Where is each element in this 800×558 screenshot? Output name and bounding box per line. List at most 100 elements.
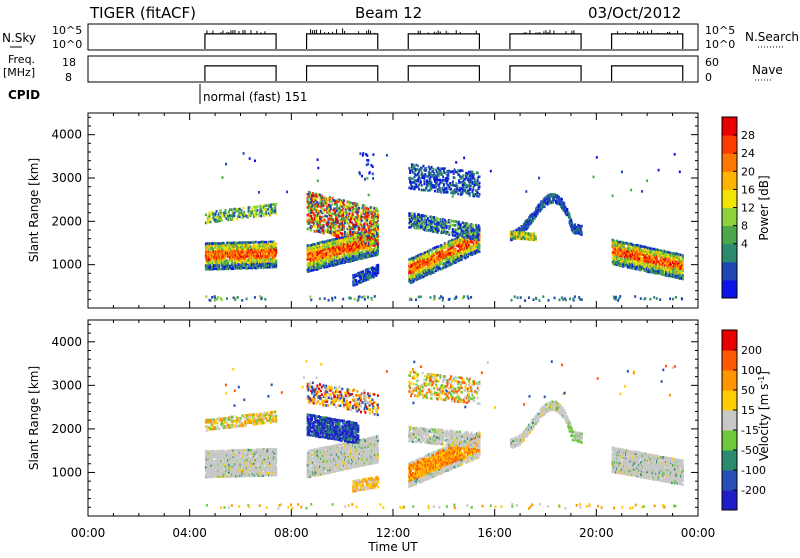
- echo-cell: [324, 297, 326, 300]
- echo-cell: [372, 173, 374, 176]
- echo-cell: [363, 216, 365, 219]
- echo-cell: [359, 173, 361, 176]
- echo-cell: [226, 297, 228, 300]
- echo-cell: [254, 296, 256, 299]
- echo-cell: [360, 277, 362, 280]
- echo-cell: [361, 228, 363, 231]
- echo-cell: [216, 298, 218, 301]
- nsky-strip: [88, 24, 698, 50]
- echo-cell: [275, 203, 277, 206]
- echo-cell: [226, 259, 228, 262]
- freq-frame: [88, 56, 698, 82]
- freq-unit: [MHz]: [3, 66, 35, 79]
- echo-cell: [443, 183, 445, 186]
- echo-cell: [428, 229, 430, 232]
- echo-cell: [332, 197, 334, 200]
- echo-cell: [474, 232, 476, 235]
- echo-cell: [211, 296, 213, 299]
- freq-tick-top: 18: [62, 56, 76, 69]
- echo-cell: [428, 252, 430, 255]
- echo-cell: [420, 296, 422, 299]
- echo-cell: [345, 234, 347, 237]
- echo-cell: [358, 227, 360, 230]
- echo-cell: [257, 252, 259, 255]
- echo-cell: [249, 206, 251, 209]
- echo-cell: [275, 213, 277, 216]
- echo-cell: [428, 250, 430, 253]
- echo-cell: [255, 241, 257, 244]
- echo-cell: [432, 168, 434, 171]
- echo-cell: [377, 228, 379, 231]
- echo-cell: [468, 297, 470, 300]
- echo-cell: [447, 231, 449, 234]
- echo-cell: [360, 212, 362, 215]
- echo-cell: [460, 241, 462, 244]
- echo-cell: [415, 227, 417, 230]
- echo-cell: [341, 232, 343, 235]
- echo-cell: [361, 241, 363, 244]
- echo-cell: [313, 204, 315, 207]
- echo-cell: [209, 211, 211, 214]
- echo-cell: [206, 266, 208, 269]
- echo-cell: [423, 177, 425, 180]
- scan-block: [408, 34, 479, 49]
- echo-cell: [442, 297, 444, 300]
- echo-cell: [460, 227, 462, 230]
- echo-cell: [420, 180, 422, 183]
- echo-cell: [448, 170, 450, 173]
- echo-cell: [205, 295, 207, 298]
- echo-cell: [372, 165, 374, 168]
- echo-cell: [225, 211, 227, 214]
- echo-cell: [439, 188, 441, 191]
- echo-cell: [417, 165, 419, 168]
- echo-cell: [370, 206, 372, 209]
- echo-cell: [337, 220, 339, 223]
- echo-cell: [377, 210, 379, 213]
- y-tick-label: 1000: [51, 258, 82, 272]
- echo-cell: [209, 299, 211, 302]
- echo-cell: [466, 222, 468, 225]
- echo-cell: [421, 184, 423, 187]
- echo-cell: [440, 191, 442, 194]
- echo-cell: [462, 221, 464, 224]
- echo-cell: [532, 220, 534, 223]
- echo-cell: [320, 210, 322, 213]
- echo-cell: [471, 241, 473, 244]
- echo-cell: [353, 216, 355, 219]
- echo-cell: [473, 230, 475, 233]
- echo-cell: [362, 154, 364, 157]
- echo-cell: [452, 224, 454, 227]
- echo-cell: [256, 245, 258, 248]
- echo-cell: [533, 233, 535, 236]
- echo-cell: [419, 178, 421, 181]
- echo-cell: [423, 224, 425, 227]
- echo-cell: [437, 173, 439, 176]
- echo-cell: [563, 202, 565, 205]
- echo-cell: [477, 191, 479, 194]
- echo-cell: [411, 269, 413, 272]
- echo-cell: [423, 183, 425, 186]
- echo-cell: [533, 298, 535, 301]
- echo-cell: [273, 242, 275, 245]
- echo-cell: [450, 188, 452, 191]
- echo-cell: [213, 264, 215, 267]
- echo-cell: [460, 223, 462, 226]
- echo-cell: [455, 224, 457, 227]
- echo-cell: [418, 214, 420, 217]
- panel-frame: [88, 113, 698, 308]
- echo-cell: [460, 169, 462, 172]
- echo-cell: [511, 299, 513, 302]
- echo-cell: [408, 167, 410, 170]
- echo-cell: [578, 296, 580, 299]
- echo-cell: [336, 204, 338, 207]
- echo-cell: [377, 223, 379, 226]
- echo-cell: [310, 299, 312, 302]
- echo-cell: [437, 188, 439, 191]
- echo-cell: [418, 174, 420, 177]
- nsky-label: N.Sky: [2, 31, 36, 45]
- echo-cell: [356, 207, 358, 210]
- echo-cell: [477, 235, 479, 238]
- echo-cell: [421, 276, 423, 279]
- echo-cell: [437, 179, 439, 182]
